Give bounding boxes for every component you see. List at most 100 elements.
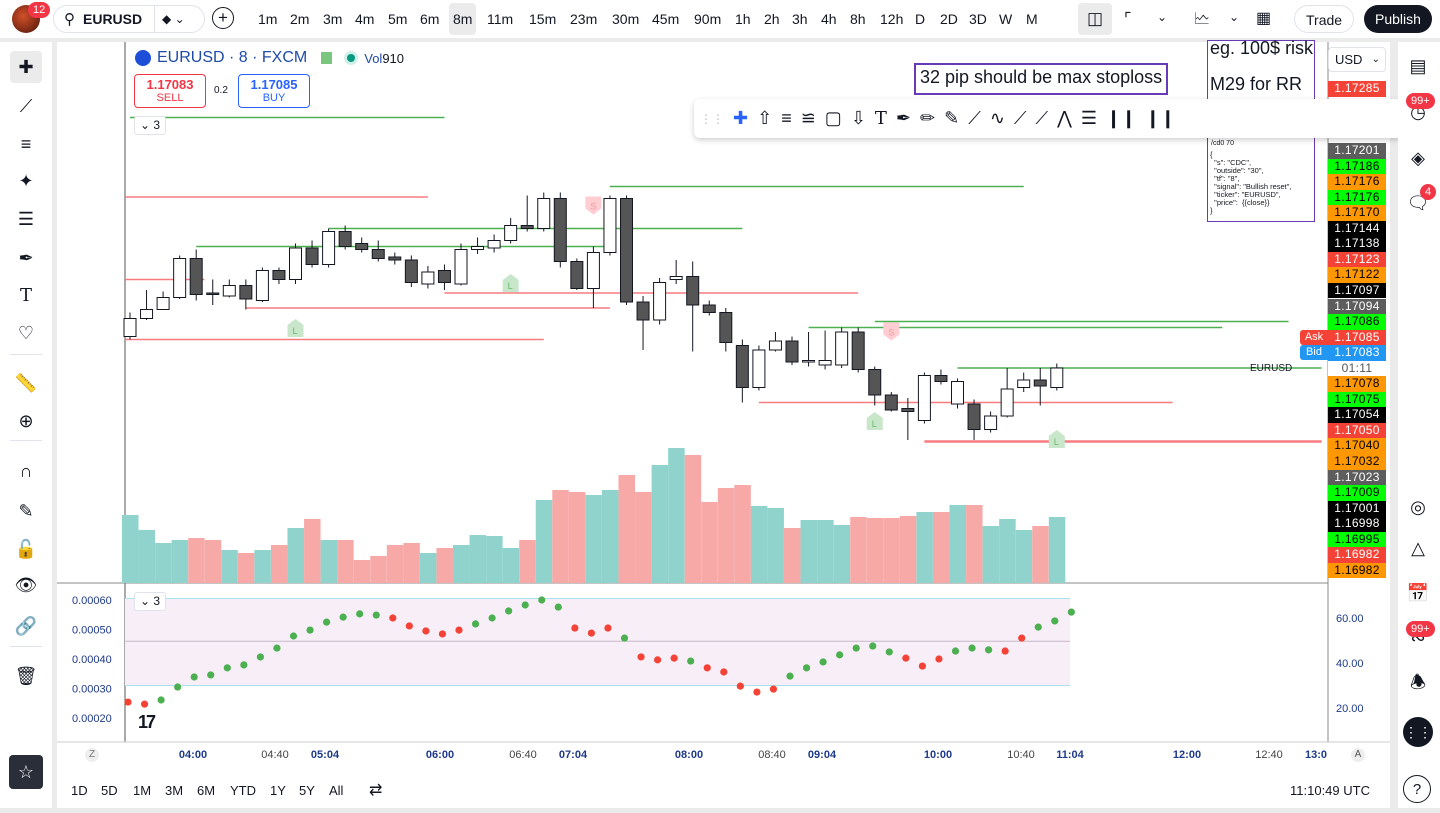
crosshair-icon[interactable]: ✚ (10, 51, 42, 83)
risk-note[interactable]: eg. 100$ risk (1210, 38, 1314, 58)
interval-15m[interactable]: 15m (529, 11, 557, 27)
fib-retracement-icon[interactable]: ≡ (20, 133, 32, 154)
interval-2m[interactable]: 2m (290, 11, 310, 27)
chevron-down-icon[interactable]: ⌄ (1157, 10, 1168, 24)
trade-button[interactable]: Trade (1294, 5, 1355, 33)
interval-8h[interactable]: 8h (850, 11, 866, 27)
link-icon[interactable]: 🔗 (14, 615, 38, 636)
range-3M[interactable]: 3M (165, 783, 184, 798)
regression-icon[interactable]: ≌ (800, 108, 816, 128)
interval-D[interactable]: D (915, 11, 926, 27)
brush-icon[interactable]: ✒ (18, 247, 34, 268)
crosshair-icon[interactable]: ✚ (733, 108, 749, 128)
target-icon[interactable]: ◎ (1410, 496, 1426, 517)
symbol-input[interactable]: EURUSD (83, 11, 143, 27)
tradingview-logo[interactable]: 17 (138, 712, 156, 732)
interval-45m[interactable]: 45m (652, 11, 680, 27)
trend-line-icon[interactable]: ⟋ (19, 95, 33, 116)
range-1M[interactable]: 1M (133, 783, 152, 798)
parallel-channel-icon[interactable]: ≡ (781, 108, 792, 128)
interval-3h[interactable]: 3h (792, 11, 808, 27)
brush-icon[interactable]: ✒ (895, 108, 912, 128)
text-icon[interactable]: T (874, 108, 887, 129)
interval-M[interactable]: M (1026, 11, 1038, 27)
rectangle-icon[interactable]: ▢ (824, 108, 842, 128)
interval-23m[interactable]: 23m (570, 11, 598, 27)
lock-icon[interactable]: 🔓 (14, 538, 38, 559)
interval-4h[interactable]: 4h (821, 11, 837, 27)
text-icon[interactable]: T (19, 284, 32, 306)
more-dots-icon[interactable]: ⋮⋮ (1403, 717, 1433, 747)
range-5D[interactable]: 5D (101, 783, 118, 798)
oscillator-collapse-button[interactable]: ⌄ 3 (134, 592, 167, 611)
ideas-icon[interactable]: △ (1411, 537, 1425, 558)
highlighter-icon[interactable]: ✎ (944, 108, 960, 128)
chart-type-icon[interactable]: ⌜ (1124, 11, 1132, 28)
interval-W[interactable]: W (999, 11, 1013, 27)
range-6M[interactable]: 6M (197, 783, 216, 798)
range-5Y[interactable]: 5Y (299, 783, 315, 798)
indicators-collapse-button[interactable]: ⌄ 3 (134, 116, 167, 135)
calendar-icon[interactable]: 📅 (1406, 582, 1430, 603)
interval-12h[interactable]: 12h (880, 11, 904, 27)
horizontal-lines-icon[interactable]: ☰ (1080, 108, 1098, 128)
trash-icon[interactable]: 🗑 (14, 665, 38, 686)
sell-button[interactable]: 1.17083 SELL (134, 74, 206, 108)
ray-icon[interactable]: ⟋ (1013, 108, 1027, 128)
zoom-reset-button[interactable]: Z (85, 748, 99, 762)
interval-2D[interactable]: 2D (940, 11, 958, 27)
currency-select[interactable]: USD ⌄ (1328, 47, 1386, 72)
fib-channel-icon[interactable]: ❙❙ (1106, 108, 1137, 128)
help-icon[interactable]: ? (1403, 775, 1431, 803)
zoom-in-icon[interactable]: ⊕ (18, 410, 34, 431)
rr-note[interactable]: M29 for RR (1210, 74, 1303, 94)
diamond-icon[interactable]: ◆ ⌄ (162, 12, 185, 26)
heart-icon[interactable]: ♡ (17, 322, 35, 343)
range-1Y[interactable]: 1Y (270, 783, 286, 798)
flag-icon[interactable] (321, 52, 333, 64)
publish-button[interactable]: Publish (1364, 5, 1432, 33)
chevron-down-icon[interactable]: ⌄ (1229, 10, 1240, 24)
symbol-title[interactable]: EURUSD · 8 · FXCM (157, 49, 308, 66)
magnet-icon[interactable]: ∩ (19, 460, 33, 481)
interval-90m[interactable]: 90m (694, 11, 722, 27)
utc-clock[interactable]: 11:10:49 UTC (1290, 783, 1370, 798)
line-circle-icon[interactable]: ⟋ (1035, 108, 1049, 128)
compare-plus-icon[interactable]: + (212, 7, 234, 29)
interval-3D[interactable]: 3D (969, 11, 987, 27)
pattern-icon[interactable]: ✦ (18, 170, 34, 191)
interval-11m[interactable]: 11m (487, 11, 514, 27)
replay-icon[interactable]: ⇄ (369, 782, 383, 799)
range-YTD[interactable]: YTD (230, 783, 256, 798)
buy-button[interactable]: 1.17085 BUY (238, 74, 310, 108)
symbol-search[interactable]: ⚲ EURUSD ◆ ⌄ (53, 5, 205, 33)
interval-4m[interactable]: 4m (355, 11, 375, 27)
candles-icon[interactable]: ◫ (1078, 3, 1112, 35)
ruler-icon[interactable]: 📏 (14, 372, 38, 393)
watchlist-icon[interactable]: ▤ (1409, 55, 1427, 76)
stoploss-note[interactable]: 32 pip should be max stoploss (914, 63, 1169, 95)
arrow-down-icon[interactable]: ⇩ (850, 108, 866, 128)
interval-6m[interactable]: 6m (420, 11, 440, 27)
layers-icon[interactable]: ◈ (1411, 147, 1425, 168)
pen-icon[interactable]: ✏ (920, 108, 936, 128)
range-1D[interactable]: 1D (71, 783, 88, 798)
interval-8m[interactable]: 8m (449, 3, 477, 35)
interval-5m[interactable]: 5m (388, 11, 408, 27)
interval-3m[interactable]: 3m (323, 11, 343, 27)
chart-panel[interactable] (57, 42, 1390, 808)
layout-grid-icon[interactable]: ▦ (1256, 10, 1272, 27)
forecast-icon[interactable]: ☰ (17, 208, 35, 229)
interval-30m[interactable]: 30m (612, 11, 640, 27)
arrow-up-icon[interactable]: ⇧ (757, 108, 773, 128)
range-All[interactable]: All (329, 783, 344, 798)
trend-line-icon[interactable]: ⟋ (968, 108, 981, 128)
favorites-star-icon[interactable]: ☆ (9, 755, 43, 789)
eye-icon[interactable]: 👁 (14, 574, 38, 595)
bell-icon[interactable]: 🕭 (1409, 672, 1427, 692)
xabcd-pattern-icon[interactable]: ⋀ (1057, 108, 1072, 128)
indicators-icon[interactable]: 🗠 (1194, 11, 1211, 28)
interval-1m[interactable]: 1m (258, 11, 278, 27)
interval-2h[interactable]: 2h (764, 11, 780, 27)
path-icon[interactable]: ∿ (989, 108, 1005, 128)
